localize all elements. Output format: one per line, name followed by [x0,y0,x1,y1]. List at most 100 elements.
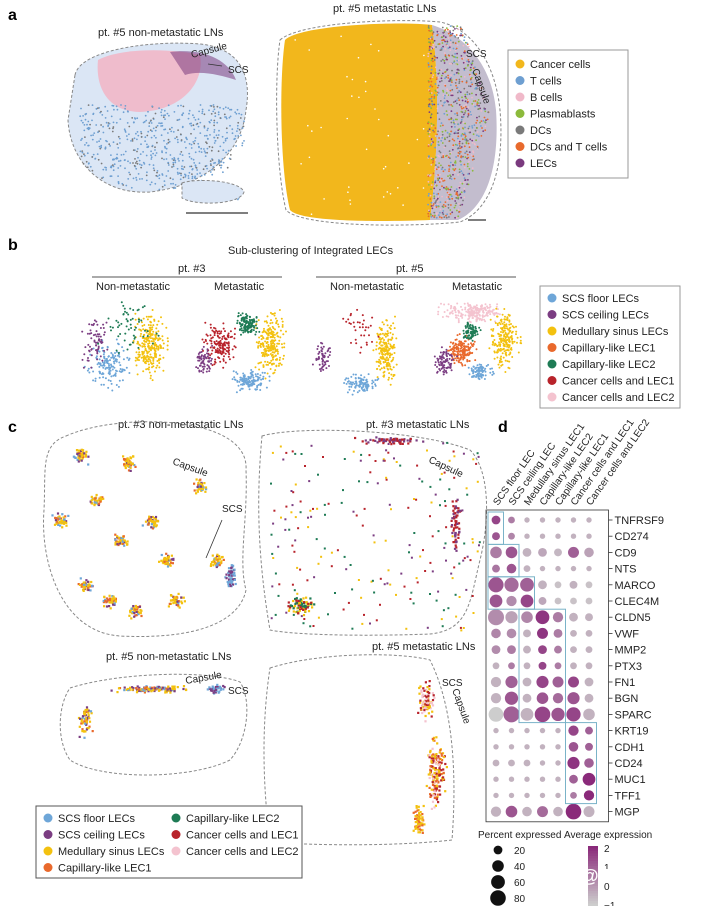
umap-point [499,323,502,326]
cell-dot [427,130,429,133]
umap-point [380,367,383,370]
lec-spot [424,570,427,572]
cell-dot [428,29,430,32]
umap-point [96,363,99,366]
cell-dot [465,103,468,106]
cell-dot [441,74,443,77]
umap-point [95,344,98,347]
lec-spot [399,464,402,467]
umap-point [322,359,325,362]
cell-dot [464,179,467,181]
cell-dot [81,151,84,154]
cell-dot [145,174,148,177]
lec-spot [110,599,113,602]
cell-dot [445,76,448,78]
cell-dot [457,215,460,218]
umap-point [500,360,503,363]
umap-point [469,304,471,306]
lec-spot [172,557,175,560]
umap-point [492,372,495,375]
cell-dot [437,130,439,133]
cell-dot [461,203,464,206]
cell-dot [241,142,244,145]
lec-spot [227,583,230,586]
cell-dot [154,112,157,115]
umap-point [382,375,385,378]
umap-point [145,315,148,318]
cell-dot [449,161,452,164]
umap-point [134,312,137,315]
lec-spot [84,453,88,456]
lec-spot [291,583,294,586]
lec-spot [148,520,151,523]
umap-point [472,314,475,317]
umap-point [322,368,325,371]
umap-point [321,352,324,355]
cell-dot [382,196,385,198]
umap-point [83,353,86,356]
umap-point [161,322,164,325]
cell-dot [217,150,220,153]
cell-dot [183,141,186,143]
cell-dot [471,92,473,95]
umap-point [495,311,498,314]
cell-dot [217,160,220,163]
cell-dot [475,86,477,89]
umap-point [454,353,457,356]
lec-spot [288,607,291,610]
cell-dot [449,43,452,46]
cell-dot [450,186,453,188]
cell-dot [307,124,309,127]
cell-dot [201,112,204,115]
cell-dot [453,139,456,142]
cell-dot [456,194,459,197]
cell-dot [471,60,474,62]
lec-spot [79,454,82,457]
cell-dot [150,154,152,157]
umap-point [375,360,378,363]
cell-dot [428,184,430,186]
umap-point [468,334,470,337]
cell-dot [196,122,199,125]
umap-point [202,371,205,374]
cell-dot [472,151,475,154]
cell-dot [397,187,399,189]
umap-point [487,363,490,366]
umap-point [276,348,279,351]
cell-dot [430,205,433,207]
umap-point [280,363,283,366]
umap-point [359,377,362,380]
cell-dot [137,134,140,137]
umap-point [318,363,321,366]
cell-dot [203,126,206,129]
cell-dot [191,177,194,180]
cell-dot [100,110,102,113]
panel-a-letter: a [8,7,17,24]
lec-spot [448,488,451,491]
cell-dot [470,154,473,157]
umap-point [272,372,275,375]
cell-dot [446,213,448,216]
lec-spot [132,607,136,610]
umap-point [94,380,97,382]
lec-spot [229,577,232,580]
lec-spot [213,561,216,564]
lec-spot [413,532,416,534]
umap-point [137,318,140,321]
lec-spot [217,561,220,564]
cell-dot [190,157,193,160]
lec-spot [387,451,390,454]
cell-dot [441,26,444,29]
c3-outline [59,673,248,776]
umap-point [152,358,155,361]
cell-dot [463,177,466,180]
umap-point [258,361,261,364]
umap-point [276,319,279,322]
umap-point [344,378,347,381]
cell-dot [452,144,455,147]
umap-point [470,369,473,372]
umap-point [267,363,269,366]
cell-dot [427,215,430,218]
cell-dot [194,175,197,178]
